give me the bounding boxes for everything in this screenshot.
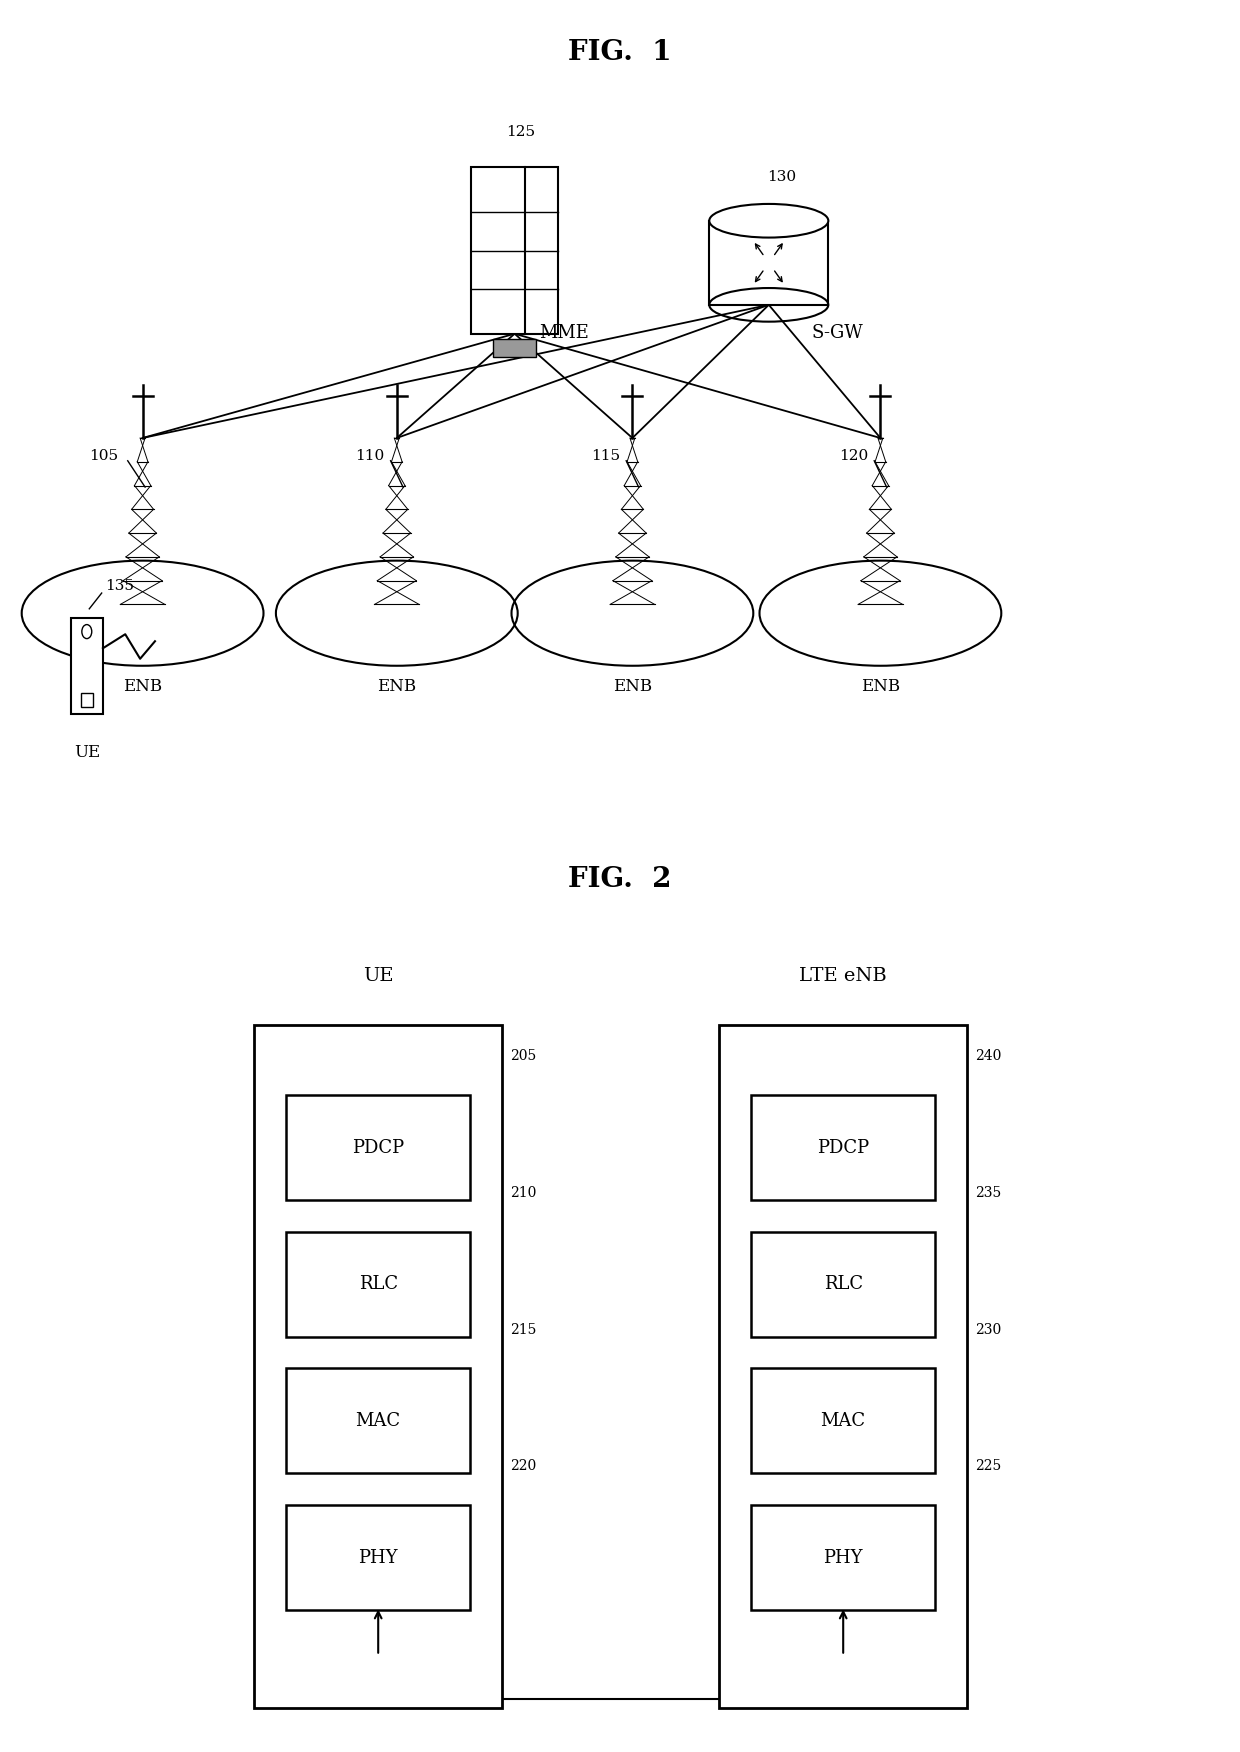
Circle shape (82, 625, 92, 639)
Bar (709, 221, 828, 305)
Text: 125: 125 (506, 126, 536, 138)
Text: 230: 230 (975, 1323, 1001, 1337)
Text: UE: UE (73, 745, 100, 760)
Bar (492, 340, 537, 357)
Text: 135: 135 (105, 580, 134, 592)
Text: FIG.  1: FIG. 1 (568, 39, 672, 67)
Bar (286, 1232, 470, 1337)
Bar (254, 1025, 502, 1708)
Text: ENB: ENB (613, 678, 652, 696)
Text: 205: 205 (510, 1049, 536, 1063)
Text: MME: MME (539, 324, 589, 342)
Text: MAC: MAC (821, 1412, 866, 1430)
Text: 220: 220 (510, 1459, 536, 1473)
Text: RLC: RLC (823, 1275, 863, 1293)
Text: 240: 240 (975, 1049, 1001, 1063)
Bar (751, 1232, 935, 1337)
Bar (751, 1505, 935, 1610)
Text: LTE eNB: LTE eNB (800, 967, 887, 985)
Text: 130: 130 (766, 170, 796, 184)
Bar (751, 1095, 935, 1200)
Bar (81, 692, 93, 708)
Bar (286, 1505, 470, 1610)
Bar (719, 1025, 967, 1708)
Ellipse shape (709, 203, 828, 238)
Text: PDCP: PDCP (352, 1139, 404, 1156)
Text: 235: 235 (975, 1186, 1001, 1200)
Text: 105: 105 (89, 449, 118, 463)
Text: ENB: ENB (123, 678, 162, 696)
Text: 225: 225 (975, 1459, 1001, 1473)
Text: 115: 115 (591, 449, 620, 463)
Text: UE: UE (363, 967, 393, 985)
Text: 210: 210 (510, 1186, 536, 1200)
Bar (286, 1368, 470, 1473)
Text: PHY: PHY (358, 1549, 398, 1566)
Bar (471, 168, 558, 335)
Text: PHY: PHY (823, 1549, 863, 1566)
Text: RLC: RLC (358, 1275, 398, 1293)
Text: PDCP: PDCP (817, 1139, 869, 1156)
Bar (286, 1095, 470, 1200)
Text: 110: 110 (355, 449, 384, 463)
Text: FIG.  2: FIG. 2 (568, 865, 672, 894)
Text: ENB: ENB (377, 678, 417, 696)
Text: 215: 215 (510, 1323, 536, 1337)
Text: S-GW: S-GW (811, 324, 863, 342)
Bar (751, 1368, 935, 1473)
Text: ENB: ENB (861, 678, 900, 696)
Text: MAC: MAC (356, 1412, 401, 1430)
Bar (71, 618, 103, 715)
Text: 120: 120 (838, 449, 868, 463)
